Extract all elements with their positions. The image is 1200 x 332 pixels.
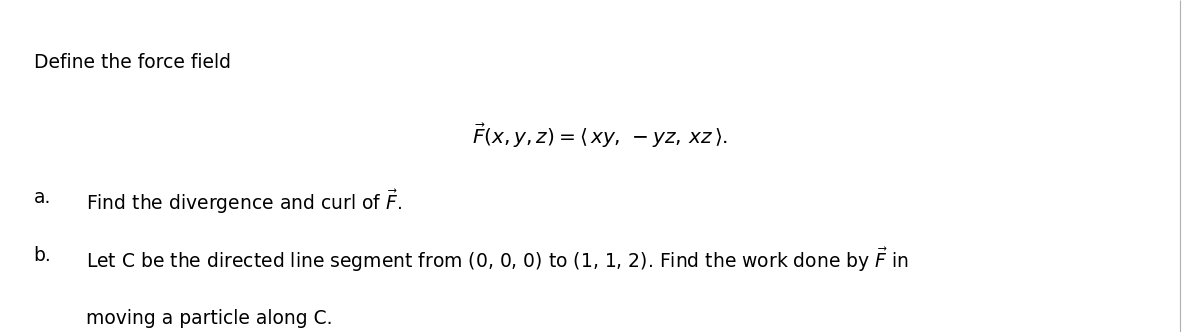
Text: Define the force field: Define the force field: [34, 53, 230, 72]
Text: Let C be the directed line segment from (0, 0, 0) to (1, 1, 2). Find the work do: Let C be the directed line segment from …: [86, 246, 910, 274]
Text: moving a particle along C.: moving a particle along C.: [86, 309, 332, 328]
Text: b.: b.: [34, 246, 52, 265]
Text: Find the divergence and curl of $\vec{F}$.: Find the divergence and curl of $\vec{F}…: [86, 188, 402, 216]
Text: $\vec{F}(x, y, z) = \langle\, xy,\,-yz,\, xz\,\rangle.$: $\vec{F}(x, y, z) = \langle\, xy,\,-yz,\…: [472, 121, 728, 150]
Text: a.: a.: [34, 188, 50, 207]
